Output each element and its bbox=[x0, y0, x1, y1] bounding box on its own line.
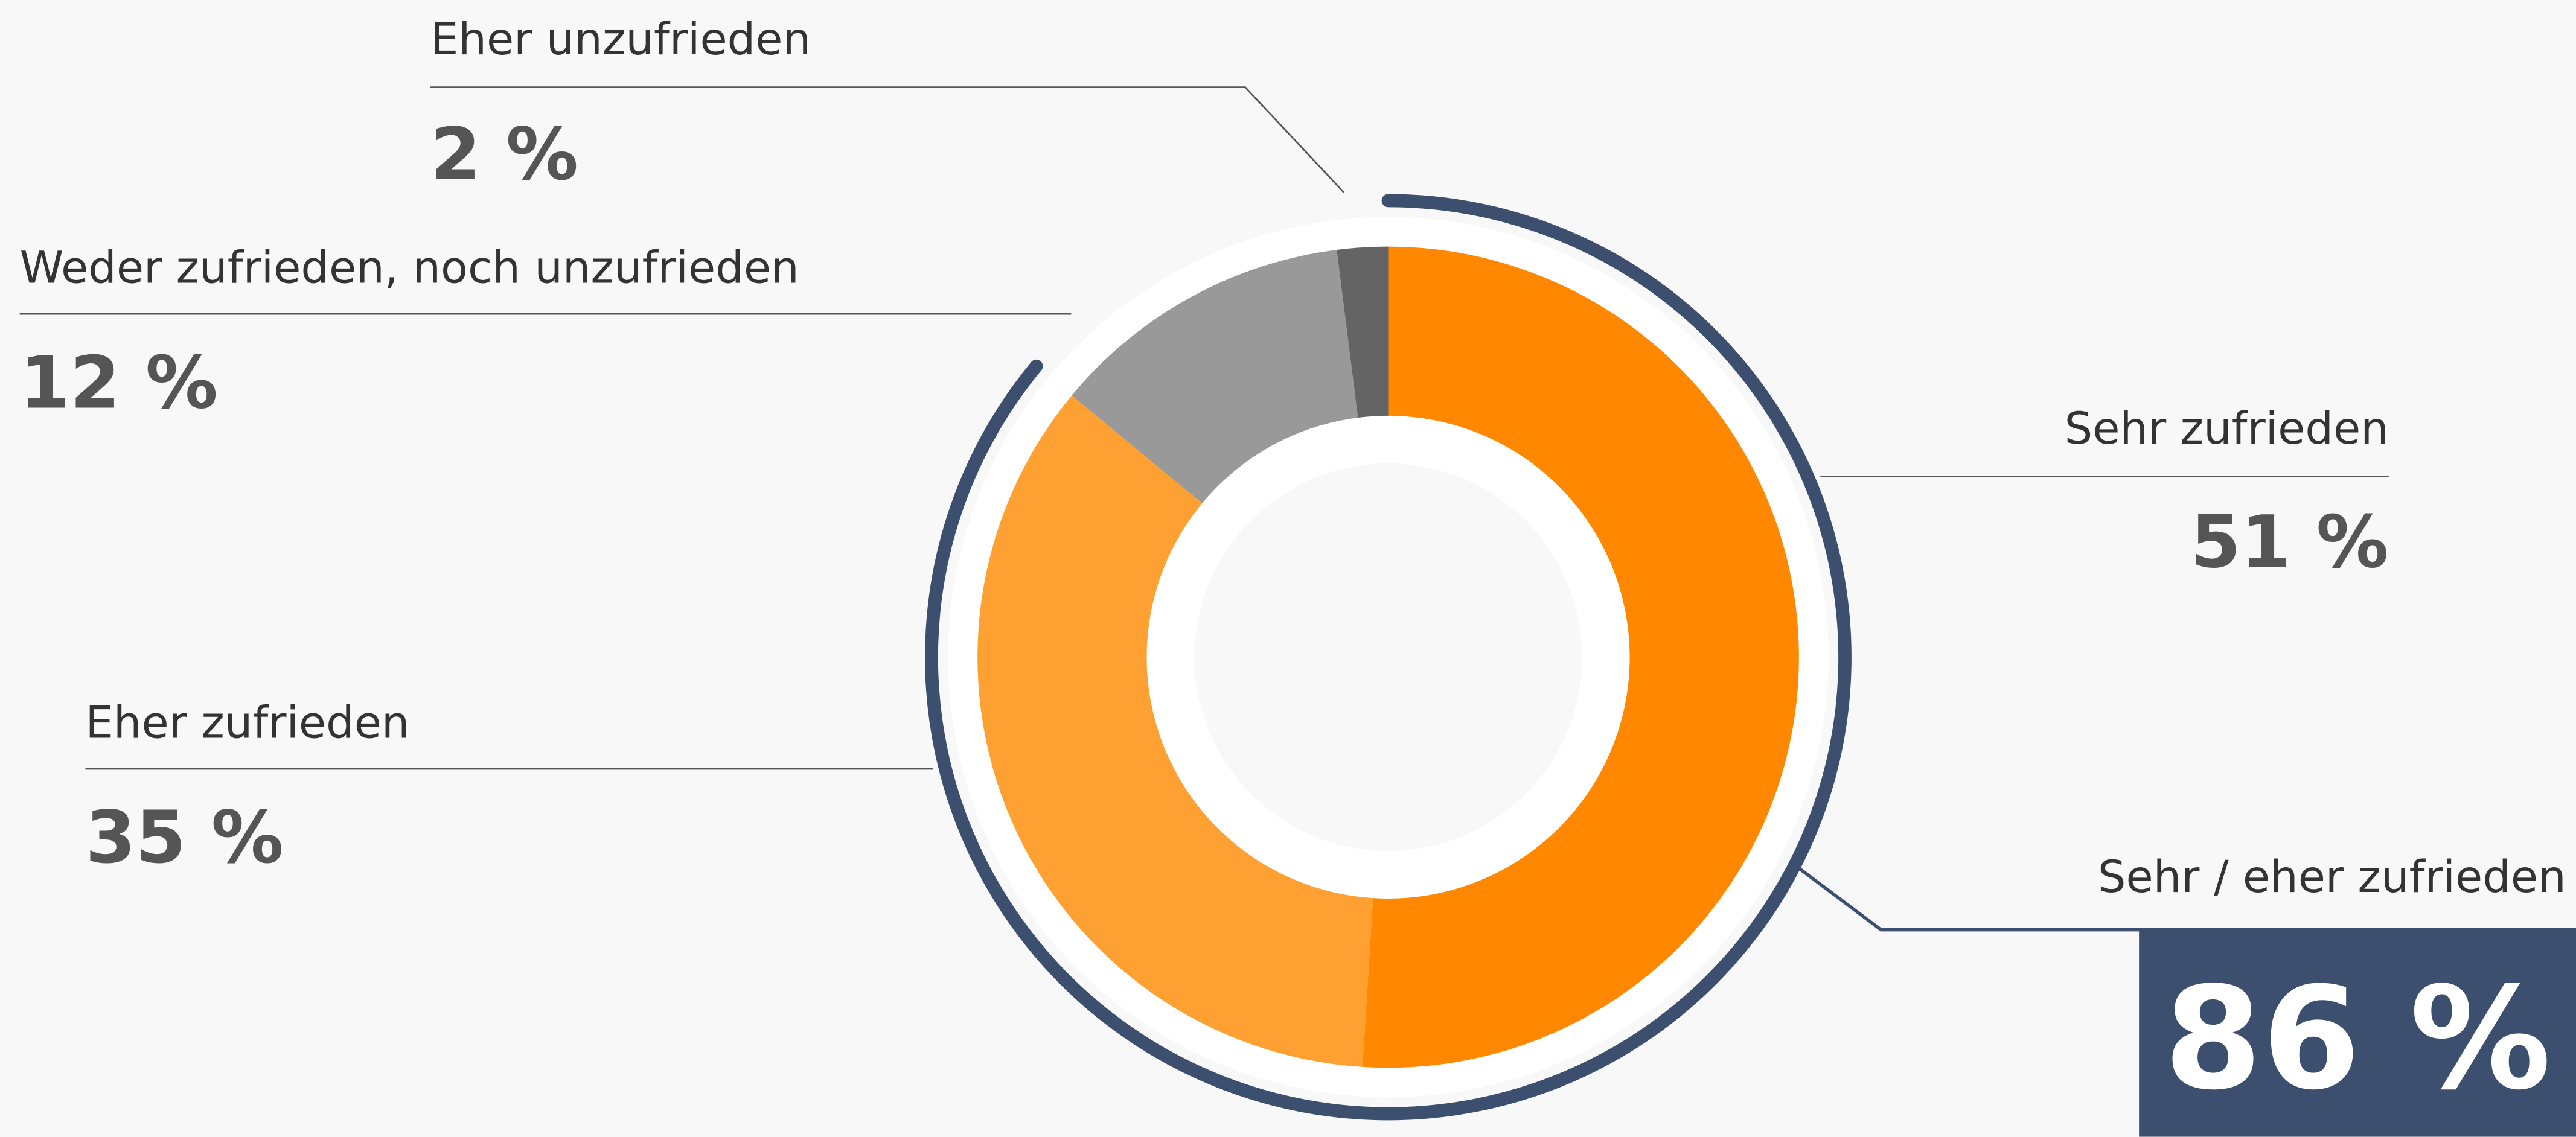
value-label: 2 % bbox=[430, 113, 578, 197]
category-label: Eher unzufrieden bbox=[430, 14, 811, 65]
total-label: Sehr / eher zufrieden bbox=[2098, 852, 2566, 903]
donut-segment bbox=[1337, 246, 1389, 429]
category-label: Weder zufrieden, noch unzufrieden bbox=[20, 242, 799, 293]
value-label: 12 % bbox=[20, 341, 218, 425]
total-value: 86 % bbox=[2164, 957, 2551, 1121]
donut-segment bbox=[977, 395, 1374, 1067]
value-label: 51 % bbox=[2191, 500, 2389, 584]
category-label: Eher zufrieden bbox=[86, 697, 410, 748]
value-label: 35 % bbox=[86, 796, 284, 880]
total-box bbox=[2139, 929, 2576, 1137]
donut-segment bbox=[1362, 246, 1799, 1068]
leader-line bbox=[430, 86, 1345, 193]
total-arc bbox=[925, 194, 1852, 1121]
donut-center bbox=[1194, 463, 1582, 852]
category-label: Sehr zufrieden bbox=[2065, 403, 2389, 454]
